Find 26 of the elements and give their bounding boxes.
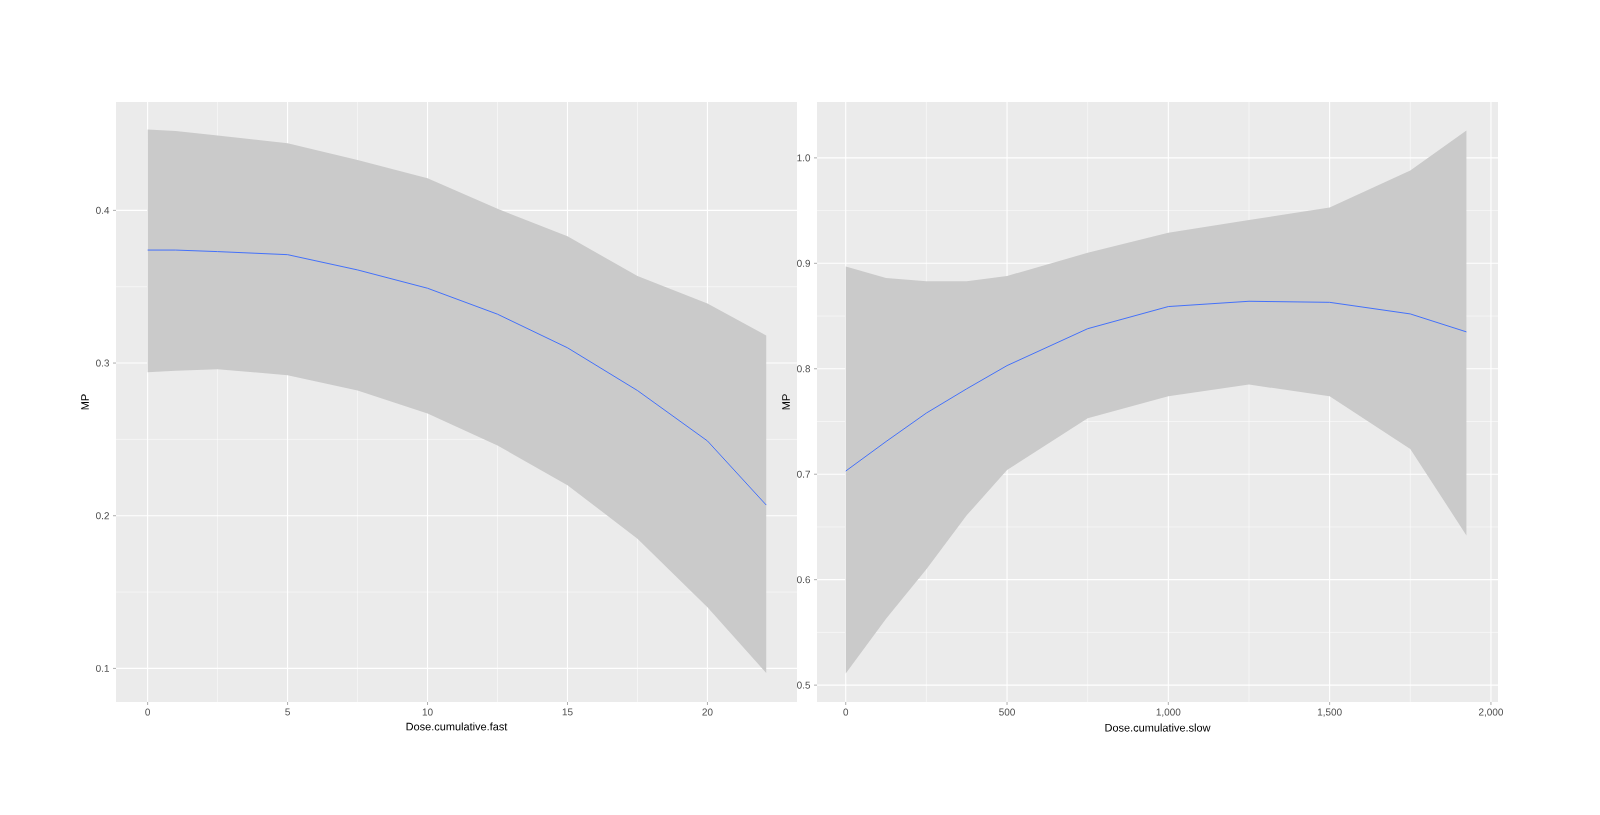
y-tick-label: 0.4 <box>96 206 110 214</box>
x-tick-label: 5 <box>285 708 290 716</box>
x-tick-label: 1,000 <box>1156 708 1181 717</box>
x-tick-label: 500 <box>999 708 1015 716</box>
x-tick-label: 10 <box>422 708 433 716</box>
y-tick-label: 0.7 <box>797 470 811 478</box>
x-tick-label: 20 <box>702 708 713 716</box>
y-tick-label: 0.3 <box>96 359 110 367</box>
y-tick-label: 1.0 <box>797 154 811 162</box>
x-tick-label: 0 <box>843 708 849 716</box>
y-tick-label: 0.9 <box>797 259 811 267</box>
y-axis-title: MP <box>782 394 790 410</box>
x-axis-title: Dose.cumulative.slow <box>1105 723 1211 732</box>
y-tick-label: 0.6 <box>797 576 811 584</box>
y-tick-label: 0.8 <box>797 365 811 373</box>
line-series <box>845 300 1467 472</box>
y-tick-label: 0.1 <box>96 664 109 672</box>
y-tick-label: 0.2 <box>96 512 109 520</box>
y-axis-title: MP <box>81 394 89 410</box>
x-tick-label: 2,000 <box>1478 708 1504 717</box>
y-tick-label: 0.5 <box>797 681 811 689</box>
line-series <box>147 249 767 506</box>
x-tick-label: 15 <box>562 708 573 716</box>
x-tick-label: 0 <box>145 708 151 716</box>
x-axis-title: Dose.cumulative.fast <box>406 722 508 731</box>
x-tick-label: 1,500 <box>1317 708 1342 717</box>
